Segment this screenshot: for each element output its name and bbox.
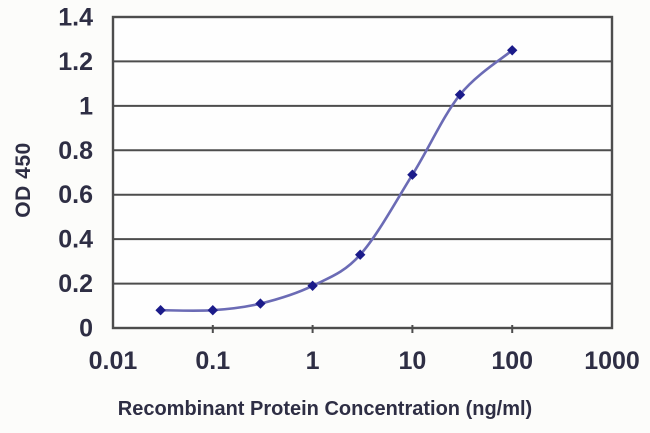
x-tick-label: 0.1 bbox=[195, 347, 230, 375]
x-tick-label: 100 bbox=[491, 347, 533, 375]
x-tick-label: 10 bbox=[398, 347, 426, 375]
x-axis-title: Recombinant Protein Concentration (ng/ml… bbox=[117, 398, 533, 420]
data-point-marker bbox=[155, 305, 166, 316]
data-point-marker bbox=[207, 305, 218, 316]
x-tick-label: 0.01 bbox=[89, 347, 138, 375]
y-tick-label: 0.6 bbox=[58, 181, 93, 209]
y-tick-label: 1 bbox=[79, 92, 93, 120]
y-tick-label: 0.8 bbox=[58, 137, 93, 165]
plot-border bbox=[111, 15, 614, 330]
x-tick-label: 1000 bbox=[584, 347, 640, 375]
data-point-marker bbox=[507, 45, 518, 56]
plot-area bbox=[113, 17, 612, 328]
x-tick-label: 1 bbox=[306, 347, 320, 375]
y-tick-label: 0.2 bbox=[58, 270, 93, 298]
data-point-marker bbox=[407, 169, 418, 180]
y-tick-label: 1.2 bbox=[58, 48, 93, 76]
data-point-marker bbox=[307, 280, 318, 291]
y-axis-title: OD 450 bbox=[12, 142, 35, 218]
data-point-marker bbox=[355, 249, 366, 260]
data-point-marker bbox=[255, 298, 266, 309]
y-tick-label: 0.4 bbox=[58, 226, 93, 254]
data-point-marker bbox=[454, 89, 466, 100]
y-tick-label: 0 bbox=[79, 315, 93, 343]
y-tick-label: 1.4 bbox=[58, 4, 93, 32]
series-curve bbox=[159, 49, 514, 312]
